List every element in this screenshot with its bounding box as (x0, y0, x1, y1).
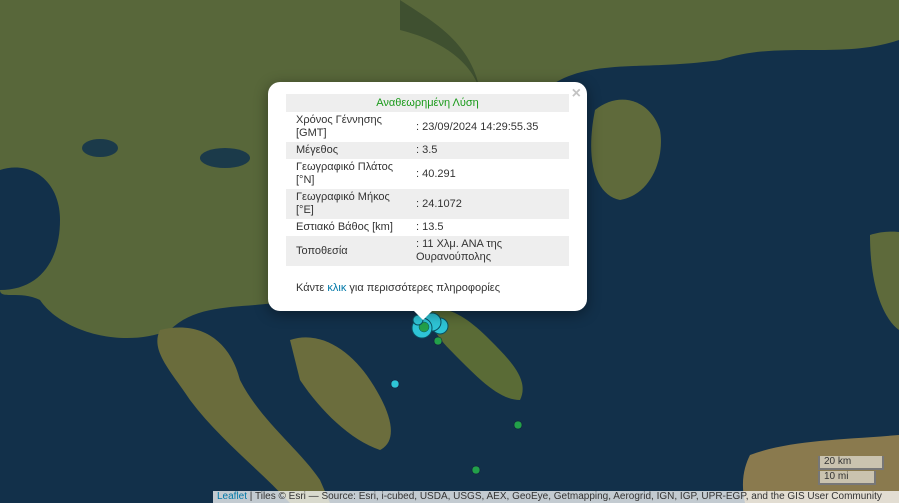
row-value: : 11 Χλμ. ΑΝΑ της Ουρανούπολης (406, 236, 569, 266)
earthquake-marker[interactable] (390, 379, 400, 389)
more-info: Κάντε κλικ για περισσότερες πληροφορίες (296, 282, 500, 294)
row-label: Εστιακό Βάθος [km] (296, 221, 393, 233)
row-value: : 24.1072 (406, 189, 569, 219)
earthquake-marker[interactable] (433, 336, 443, 346)
earthquake-marker[interactable] (513, 420, 523, 430)
popup-title: Αναθεωρημένη Λύση (286, 94, 569, 112)
row-label: Τοποθεσία (286, 236, 406, 266)
row-label: Χρόνος Γέννησης [GMT] (296, 114, 382, 139)
attribution-text: | Tiles © Esri — Source: Esri, i-cubed, … (247, 491, 882, 502)
more-suffix: για περισσότερες πληροφορίες (349, 282, 500, 294)
earthquake-marker[interactable] (471, 465, 481, 475)
close-icon[interactable]: × (571, 85, 581, 102)
row-value: : 40.291 (416, 167, 456, 180)
more-prefix: Κάντε (296, 282, 325, 294)
row-label: Γεωγραφικό Πλάτος [°N] (296, 161, 394, 186)
earthquake-details-table: Αναθεωρημένη Λύση Χρόνος Γέννησης [GMT]:… (286, 94, 569, 266)
row-value: : 13.5 (416, 221, 444, 233)
attribution: Leaflet | Tiles © Esri — Source: Esri, i… (213, 491, 899, 503)
earthquake-marker[interactable] (418, 321, 430, 333)
row-value: : 23/09/2024 14:29:55.35 (416, 120, 539, 133)
row-label: Μέγεθος (286, 142, 406, 159)
scale-metric: 20 km (818, 456, 884, 470)
more-info-link[interactable]: κλικ (327, 282, 347, 294)
scale-imperial: 10 mi (818, 471, 876, 485)
popup-tip (413, 310, 433, 320)
row-value: : 3.5 (406, 142, 569, 159)
earthquake-popup: × Αναθεωρημένη Λύση Χρόνος Γέννησης [GMT… (268, 82, 587, 311)
row-label: Γεωγραφικό Μήκος [°E] (286, 189, 406, 219)
leaflet-link[interactable]: Leaflet (217, 491, 248, 502)
